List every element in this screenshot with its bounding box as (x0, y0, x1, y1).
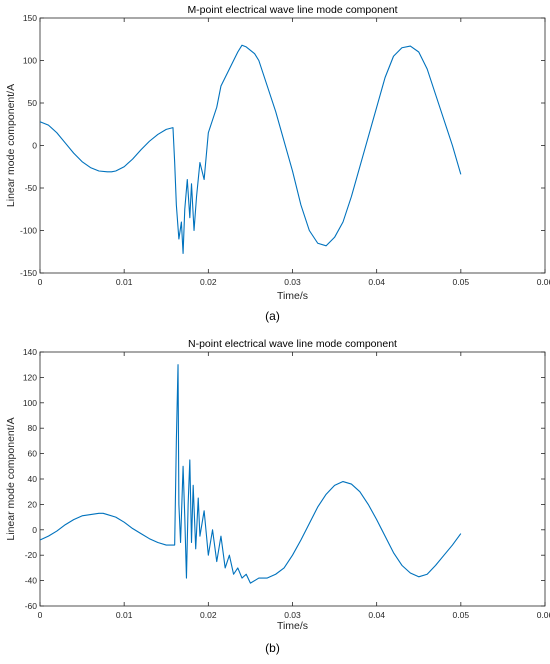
y-tick-label: 0 (32, 141, 37, 151)
chart-title: M-point electrical wave line mode compon… (187, 4, 397, 16)
x-tick-label: 0.04 (368, 610, 385, 620)
y-axis-label: Linear mode component/A (5, 84, 17, 207)
series-line (39, 364, 462, 584)
y-tick-label: -60 (25, 601, 38, 611)
x-tick-label: 0.06 (537, 610, 550, 620)
y-tick-label: 140 (23, 347, 37, 357)
y-tick-label: -50 (25, 183, 38, 193)
y-tick-label: 100 (23, 56, 37, 66)
x-tick-label: 0.03 (284, 610, 301, 620)
x-tick-label: 0.05 (453, 277, 470, 287)
y-tick-label: 80 (28, 423, 38, 433)
y-tick-label: 100 (23, 398, 37, 408)
y-tick-label: -40 (25, 576, 38, 586)
y-axis-label: Linear mode component/A (5, 417, 17, 540)
x-tick-label: 0.02 (200, 610, 217, 620)
x-tick-label: 0.04 (368, 277, 385, 287)
x-tick-label: 0.03 (284, 277, 301, 287)
panel-label: (b) (265, 641, 280, 655)
y-tick-label: 120 (23, 372, 37, 382)
x-tick-label: 0.06 (537, 277, 550, 287)
y-tick-label: 60 (28, 449, 38, 459)
y-tick-label: 150 (23, 13, 37, 23)
x-axis-label: Time/s (277, 290, 308, 302)
chart-b: N-point electrical wave line mode compon… (5, 338, 550, 655)
panel-label: (a) (265, 309, 280, 323)
y-tick-label: 0 (32, 525, 37, 535)
plot-area (39, 351, 546, 607)
chart-title: N-point electrical wave line mode compon… (188, 338, 397, 350)
x-tick-label: 0.01 (116, 277, 133, 287)
x-tick-label: 0.05 (453, 610, 470, 620)
y-tick-label: -150 (20, 268, 37, 278)
y-tick-label: 50 (28, 98, 38, 108)
x-tick-label: 0.02 (200, 277, 217, 287)
y-tick-label: 40 (28, 474, 38, 484)
x-tick-label: 0.01 (116, 610, 133, 620)
plot-area (39, 17, 546, 274)
chart-a: M-point electrical wave line mode compon… (5, 4, 550, 323)
y-tick-label: -20 (25, 550, 38, 560)
x-axis-label: Time/s (277, 620, 308, 632)
x-tick-label: 0 (38, 277, 43, 287)
x-tick-label: 0 (38, 610, 43, 620)
series-line (39, 44, 462, 254)
y-tick-label: -100 (20, 226, 37, 236)
y-tick-label: 20 (28, 499, 38, 509)
